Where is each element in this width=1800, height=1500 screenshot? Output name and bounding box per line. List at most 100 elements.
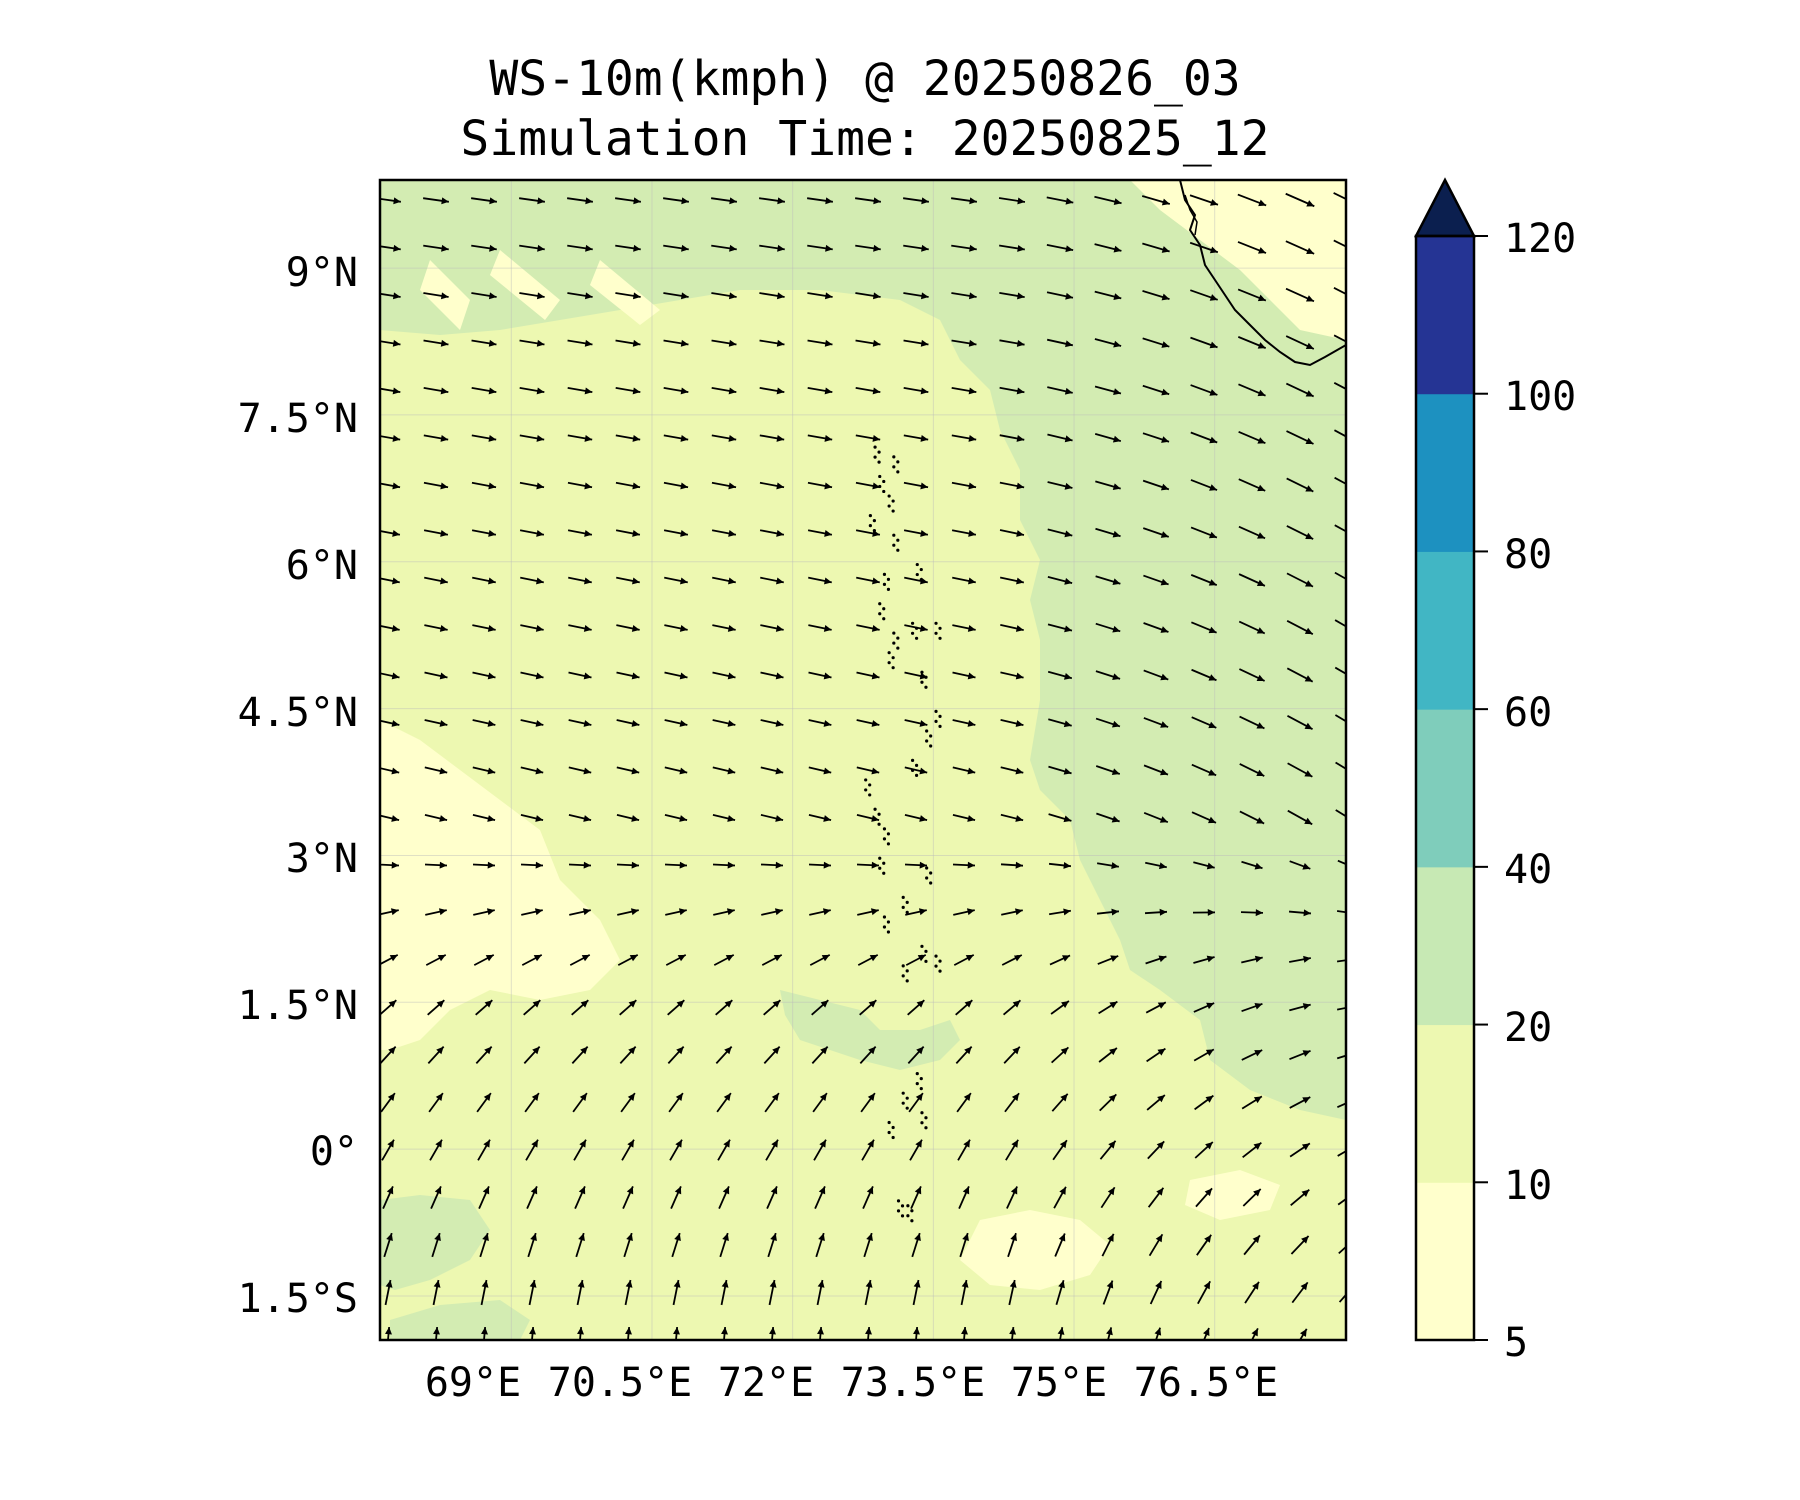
atoll-dot	[896, 548, 900, 552]
wind-vector-arrow	[669, 1139, 683, 1161]
wind-vector-arrow	[1285, 240, 1315, 255]
wind-vector-arrow	[573, 1139, 587, 1161]
atoll-dot	[886, 577, 891, 581]
wind-vector-arrow	[807, 387, 833, 395]
lon-tick-label: 76.5°E	[1134, 1360, 1279, 1406]
wind-vector-arrow	[1143, 574, 1169, 586]
wind-vector-arrow	[1286, 620, 1314, 635]
atoll-dot	[915, 1071, 919, 1076]
wind-vector-arrow	[471, 197, 497, 205]
wind-vector-arrow	[520, 671, 544, 680]
wind-vector-arrow	[617, 954, 639, 966]
wind-vector-arrow	[1147, 1140, 1165, 1160]
wind-vector-arrow	[1194, 1141, 1214, 1159]
wind-vector-arrow	[1046, 338, 1074, 348]
atoll-dot	[868, 783, 872, 787]
wind-vector-arrow	[855, 244, 881, 252]
atoll-dot	[925, 729, 929, 733]
atoll-dot	[896, 460, 900, 464]
atoll-dot	[901, 1091, 905, 1095]
wind-vector-arrow	[958, 1186, 970, 1209]
atoll-dot	[938, 636, 942, 640]
wind-vector-arrow	[1096, 862, 1120, 870]
wind-vector-arrow	[759, 244, 785, 252]
wind-vector-arrow	[1047, 481, 1073, 490]
wind-vector-arrow	[1289, 860, 1311, 870]
wind-vector-arrow	[951, 292, 977, 300]
atoll-dot	[896, 646, 900, 650]
wind-vector-arrow	[808, 813, 832, 822]
atoll-dot	[896, 636, 900, 640]
wind-vector-arrow	[711, 481, 737, 490]
wind-vector-arrow	[1094, 385, 1122, 395]
wind-vector-arrow	[1047, 386, 1073, 395]
wind-vector-arrow	[625, 1326, 632, 1340]
atoll-dot	[938, 724, 942, 728]
colorbar-tick-label: 60	[1504, 690, 1552, 736]
wind-vector-arrow	[567, 197, 593, 205]
wind-vector-arrow	[529, 1326, 536, 1340]
wind-vector-arrow	[905, 908, 927, 916]
wind-vector-arrow	[711, 434, 737, 442]
wind-vector-arrow	[615, 387, 641, 395]
wind-vector-arrow	[951, 244, 977, 252]
wind-vector-arrow	[1099, 1093, 1117, 1112]
wind-vector-arrow	[1191, 811, 1217, 824]
wind-vector-arrow	[1333, 381, 1346, 390]
wind-vector-arrow	[1237, 288, 1267, 302]
wind-vector-arrow	[1009, 1326, 1017, 1340]
wind-vector-arrow	[1237, 241, 1267, 254]
wind-vector-arrow	[385, 1326, 392, 1340]
atoll-dot	[882, 915, 887, 919]
lat-tick-label: 4.5°N	[238, 690, 358, 736]
wind-vector-arrow	[999, 386, 1025, 395]
wind-vector-arrow	[1289, 955, 1311, 963]
wind-vector-arrow	[380, 1092, 396, 1113]
wind-vector-arrow	[423, 529, 449, 537]
wind-vector-arrow	[1285, 382, 1315, 398]
colorbar-bands	[1416, 236, 1474, 1341]
wind-vector-arrow	[1095, 575, 1121, 586]
wind-vector-arrow	[1237, 336, 1267, 349]
atoll-dot	[868, 514, 872, 518]
wind-vector-arrow	[380, 244, 401, 252]
wind-vector-arrow	[809, 954, 831, 966]
wind-vector-arrow	[432, 1279, 441, 1306]
wind-vector-arrow	[1141, 195, 1171, 206]
wind-vector-arrow	[808, 766, 832, 775]
wind-vector-arrow	[716, 1092, 732, 1113]
wind-vector-arrow	[471, 481, 497, 490]
wind-vector-arrow	[471, 387, 497, 395]
wind-vector-arrow	[1334, 714, 1346, 723]
wind-vector-arrow	[715, 999, 733, 1016]
wind-vector-arrow	[859, 999, 877, 1016]
wind-vector-arrow	[763, 1046, 781, 1064]
wind-vector-arrow	[1001, 954, 1023, 966]
atoll-dot	[905, 979, 909, 983]
wind-vector-arrow	[663, 529, 689, 537]
wind-vector-arrow	[1145, 1001, 1167, 1014]
wind-vector-arrow	[520, 576, 544, 585]
wind-vector-arrow	[1238, 573, 1266, 587]
wind-vector-arrow	[904, 624, 928, 632]
wind-vector-arrow	[423, 244, 449, 252]
wind-vector-arrow	[719, 1232, 729, 1258]
wind-vector-arrow	[1050, 1000, 1070, 1015]
wind-vector-arrow	[1337, 1150, 1346, 1157]
wind-vector-arrow	[903, 292, 929, 300]
wind-vector-arrow	[807, 339, 833, 347]
wind-vector-arrow	[1146, 1047, 1166, 1063]
wind-vector-arrow	[663, 481, 689, 490]
wind-vector-arrow	[1244, 1281, 1260, 1304]
atoll-dot	[877, 812, 881, 816]
wind-vector-arrow	[711, 529, 737, 537]
wind-vector-arrow	[567, 434, 593, 442]
wind-vector-arrow	[568, 576, 592, 585]
wind-vector-arrow	[623, 1232, 633, 1258]
atoll-dot	[929, 744, 933, 748]
colorbar-band	[1416, 1182, 1474, 1341]
wind-vector-arrow	[1003, 1046, 1021, 1064]
wind-vector-arrow	[720, 1279, 729, 1306]
atoll-dot	[925, 866, 929, 870]
wind-vector-arrow	[1192, 908, 1216, 916]
